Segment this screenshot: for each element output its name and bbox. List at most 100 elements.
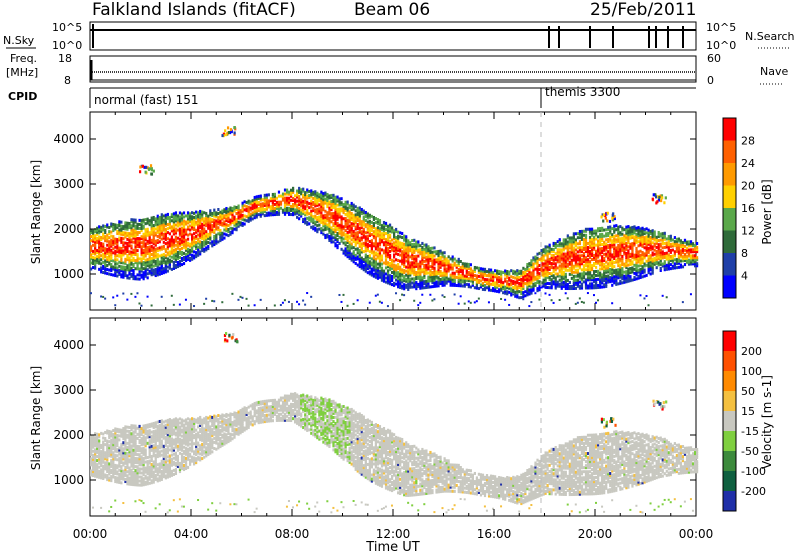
power-cell: [139, 170, 141, 173]
power-cell: [207, 233, 209, 236]
power-cell: [106, 272, 108, 275]
power-cell: [660, 249, 662, 252]
power-cell: [579, 254, 581, 257]
power-cell: [514, 281, 516, 284]
power-cell: [165, 214, 167, 217]
power-cell: [609, 220, 611, 223]
power-cell: [581, 301, 583, 303]
power-cell: [179, 228, 181, 231]
power-cell: [482, 288, 484, 291]
power-cell: [595, 229, 597, 232]
power-cell: [361, 236, 363, 239]
power-cell: [112, 247, 114, 250]
power-cell: [609, 244, 611, 247]
power-cell: [336, 196, 338, 199]
power-cell: [597, 278, 599, 281]
power-cell: [100, 226, 102, 229]
power-cell: [217, 208, 219, 211]
power-cell: [561, 242, 563, 245]
power-cell: [167, 231, 169, 234]
power-cell: [171, 268, 173, 271]
power-cell: [575, 275, 577, 278]
power-cell: [684, 239, 686, 242]
power-cell: [167, 257, 169, 260]
power-cell: [316, 228, 318, 231]
power-cell: [90, 261, 92, 264]
power-cell: [606, 219, 608, 222]
power-cell: [623, 263, 625, 266]
power-cell: [637, 265, 639, 268]
power-cell: [553, 274, 555, 277]
power-cell: [663, 201, 665, 204]
power-cell: [615, 238, 617, 241]
power-cell: [173, 212, 175, 215]
power-cell: [149, 270, 151, 273]
power-cell: [116, 295, 118, 297]
power-cell: [324, 234, 326, 237]
power-cell: [589, 236, 591, 239]
power-cell: [573, 271, 575, 274]
power-cell: [110, 263, 112, 266]
power-cell: [611, 233, 613, 236]
power-cell: [419, 302, 421, 304]
power-cell: [603, 213, 605, 216]
power-cell: [300, 198, 302, 201]
power-cell: [260, 195, 262, 198]
power-cell: [377, 263, 379, 266]
power-cell: [112, 296, 114, 298]
power-cell: [363, 250, 365, 253]
power-cell: [244, 200, 246, 203]
power-cell: [92, 244, 94, 247]
power-cell: [104, 229, 106, 232]
power-cell: [490, 289, 492, 292]
power-cell: [401, 279, 403, 282]
power-cell: [680, 260, 682, 263]
power-cell: [674, 258, 676, 261]
power-cell: [599, 268, 601, 271]
power-cell: [286, 207, 288, 210]
power-cell: [145, 218, 147, 221]
power-cell: [141, 257, 143, 260]
power-cell: [175, 223, 177, 226]
power-cell: [302, 200, 304, 203]
power-cell: [593, 230, 595, 233]
power-cell: [361, 257, 363, 260]
power-cell: [185, 221, 187, 224]
power-cell: [332, 222, 334, 225]
power-cell: [387, 225, 389, 228]
power-cell: [510, 269, 512, 272]
power-cell: [110, 249, 112, 252]
power-cell: [682, 301, 684, 303]
power-cell: [619, 237, 621, 240]
power-cell: [559, 265, 561, 268]
power-cell: [136, 249, 138, 252]
power-cell: [666, 237, 668, 240]
nsearch-label: N.Search: [745, 30, 795, 43]
power-cell: [254, 196, 256, 199]
power-cell: [522, 298, 524, 300]
power-cell: [476, 274, 478, 277]
power-cell: [347, 231, 349, 234]
power-cell: [597, 227, 599, 230]
power-cell: [306, 221, 308, 224]
power-cell: [298, 187, 300, 190]
power-cell: [177, 214, 179, 217]
power-cell: [415, 255, 417, 258]
power-cell: [343, 225, 345, 228]
power-cell: [666, 252, 668, 255]
power-cell: [149, 219, 151, 222]
power-cell: [367, 235, 369, 238]
power-cell: [492, 287, 494, 290]
power-cell: [553, 254, 555, 257]
power-cell: [639, 250, 641, 253]
power-cell: [429, 247, 431, 250]
power-cell: [650, 254, 652, 257]
power-cell: [542, 268, 544, 271]
power-cell: [98, 268, 100, 271]
power-cell: [183, 256, 185, 259]
nsearch-tick-bottom: 10^0: [706, 39, 736, 52]
power-cell: [468, 271, 470, 274]
power-cell: [369, 244, 371, 247]
power-cell: [577, 263, 579, 266]
power-cell: [577, 279, 579, 282]
